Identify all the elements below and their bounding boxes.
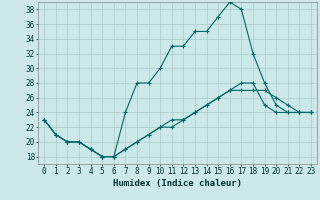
X-axis label: Humidex (Indice chaleur): Humidex (Indice chaleur) bbox=[113, 179, 242, 188]
